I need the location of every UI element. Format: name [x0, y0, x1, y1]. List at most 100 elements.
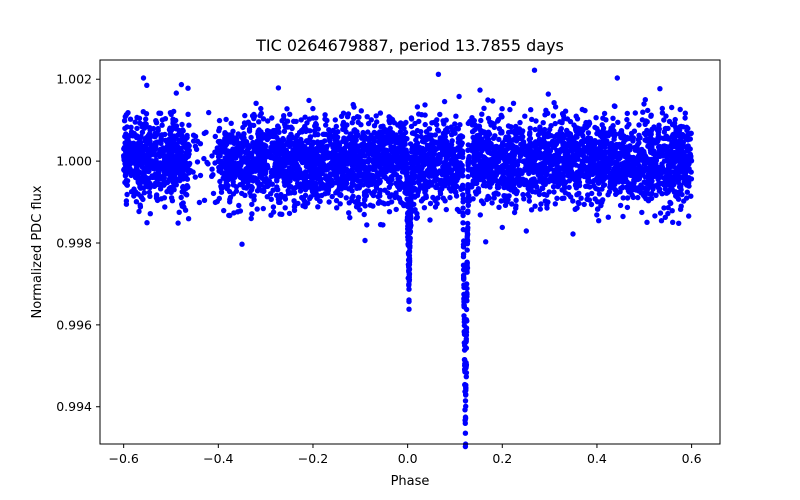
data-point: [675, 139, 681, 146]
data-point: [583, 125, 589, 131]
data-point: [485, 162, 491, 168]
data-point: [410, 130, 416, 136]
data-point: [661, 129, 667, 135]
data-point: [322, 116, 328, 122]
data-point: [611, 133, 618, 140]
data-point: [185, 184, 191, 190]
data-point: [568, 194, 574, 200]
data-point: [618, 130, 625, 136]
data-point: [482, 143, 488, 149]
data-point: [325, 153, 332, 159]
data-point: [300, 146, 306, 152]
data-point: [588, 201, 595, 208]
data-point: [684, 147, 690, 153]
data-point: [656, 122, 662, 128]
data-point: [537, 155, 544, 161]
data-point: [459, 150, 466, 157]
data-point: [570, 198, 576, 204]
data-point: [334, 205, 340, 211]
data-point: [159, 132, 165, 138]
data-point: [362, 196, 368, 202]
data-point: [245, 156, 251, 163]
data-point: [122, 173, 129, 179]
data-point: [457, 122, 463, 128]
data-point: [308, 158, 314, 165]
data-point: [658, 166, 665, 172]
data-point: [287, 153, 293, 159]
data-point: [247, 143, 253, 149]
data-point: [494, 184, 501, 191]
data-point: [432, 132, 438, 138]
data-point: [640, 169, 647, 175]
data-point: [550, 144, 556, 150]
data-point: [329, 179, 336, 185]
data-point: [285, 190, 292, 196]
data-point: [365, 129, 371, 135]
data-point: [552, 120, 558, 127]
data-point: [414, 192, 421, 198]
data-point: [436, 153, 443, 159]
data-point: [141, 190, 148, 196]
data-point: [170, 116, 176, 122]
data-point: [343, 141, 350, 147]
data-point: [602, 144, 608, 151]
data-point: [275, 149, 282, 156]
data-point: [281, 128, 288, 134]
data-point: [143, 116, 149, 122]
data-point: [219, 185, 225, 191]
data-point: [377, 193, 383, 199]
data-point: [136, 208, 142, 215]
data-point: [385, 177, 392, 183]
data-point: [180, 137, 186, 143]
data-point: [164, 188, 170, 195]
data-point: [320, 154, 326, 160]
data-point: [249, 211, 255, 217]
data-point: [527, 125, 533, 131]
data-point: [512, 127, 518, 134]
data-point: [257, 112, 263, 119]
data-point: [448, 175, 454, 181]
data-point: [159, 122, 165, 128]
data-point: [674, 133, 680, 139]
data-point: [281, 168, 288, 174]
data-point: [254, 188, 261, 194]
data-point: [465, 202, 471, 208]
data-point: [134, 114, 140, 121]
data-point: [684, 189, 690, 195]
data-point: [345, 174, 351, 181]
data-point: [310, 140, 316, 147]
data-point: [546, 160, 552, 166]
data-point: [320, 131, 326, 137]
data-point: [419, 169, 426, 176]
data-point: [573, 125, 579, 131]
data-point: [149, 148, 155, 155]
data-point: [354, 185, 360, 191]
data-point: [123, 153, 129, 159]
data-point: [608, 171, 614, 178]
data-point: [670, 163, 677, 170]
data-point: [396, 195, 402, 201]
data-point: [383, 169, 389, 175]
data-point: [568, 162, 574, 168]
data-point: [354, 198, 360, 204]
data-point: [601, 151, 607, 157]
data-point: [541, 191, 547, 197]
data-point: [503, 136, 509, 142]
data-point: [420, 159, 426, 166]
data-point: [585, 143, 591, 149]
data-point: [682, 172, 688, 178]
data-point: [173, 162, 180, 168]
data-point: [604, 167, 610, 173]
data-point: [522, 167, 528, 173]
data-point: [286, 159, 293, 165]
data-point: [396, 121, 402, 128]
data-point: [291, 204, 298, 210]
data-point: [248, 176, 254, 183]
data-point: [142, 166, 148, 172]
data-point: [176, 209, 182, 215]
data-point: [594, 125, 600, 132]
data-point: [258, 156, 264, 162]
data-point: [487, 174, 493, 180]
data-point: [455, 147, 461, 153]
data-point: [177, 158, 183, 164]
